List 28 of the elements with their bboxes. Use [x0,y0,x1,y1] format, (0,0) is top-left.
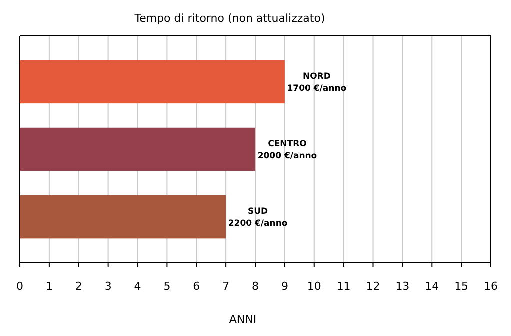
y-tick-label: SUD [248,207,268,218]
x-tick-label: 5 [164,280,171,293]
x-tick-label: 16 [484,280,498,293]
x-tick-label: 7 [222,280,230,293]
y-tick-label: CENTRO [268,140,307,150]
x-tick-label: 15 [454,280,469,293]
annotation: 1700 €/anno [287,84,347,94]
x-tick-label: 8 [252,280,259,293]
bar [20,60,285,104]
x-tick-label: 10 [307,280,322,293]
y-tick-label: NORD [302,72,331,82]
x-tick-label: 2 [75,280,82,293]
x-tick-label: 14 [425,280,440,293]
x-tick-label: 11 [336,280,351,293]
x-tick-label: 12 [366,280,380,293]
chart-title: Tempo di ritorno (non attualizzato) [134,12,326,25]
annotation: 2200 €/anno [228,219,288,230]
x-tick-label: 9 [281,280,288,293]
x-tick-label: 13 [396,280,410,293]
annotation: 2000 €/anno [258,152,318,162]
x-tick-label: 4 [134,280,142,293]
x-tick-label: 6 [193,280,200,293]
x-tick-label: 0 [16,280,24,293]
x-axis-title: ANNI [229,313,257,326]
bar [20,195,226,239]
x-tick-label: 3 [104,280,112,293]
bar [20,128,256,172]
x-tick-label: 1 [46,280,53,293]
